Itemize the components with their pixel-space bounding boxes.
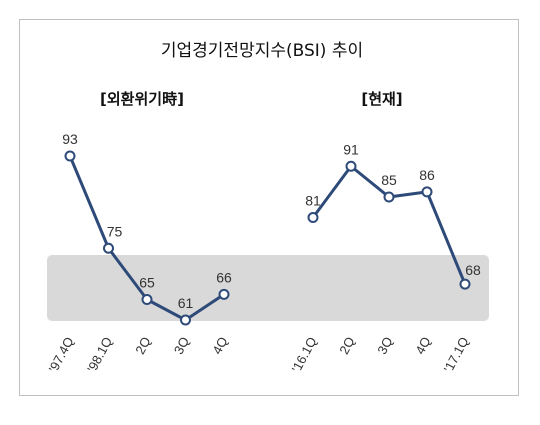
panel-2: [현재] 81 '16.1Q 91 2Q 85 3Q 86 4Q 68 '17.1Q [289, 90, 481, 375]
data-point [459, 278, 471, 290]
x-tick-label: '97.4Q [46, 334, 77, 375]
x-tick-label: '17.1Q [441, 334, 472, 375]
data-label: 65 [139, 275, 155, 291]
data-label: 75 [107, 223, 123, 239]
x-tick-label: 3Q [171, 334, 192, 356]
data-label: 66 [216, 269, 232, 285]
chart-frame [19, 19, 519, 396]
data-label: 85 [381, 172, 397, 188]
panel-label: [외환위기時] [100, 90, 184, 108]
data-point [345, 160, 357, 172]
data-label: 68 [465, 262, 481, 278]
x-tick-label: 3Q [374, 334, 395, 356]
data-point [180, 314, 191, 326]
panel-1: [외환위기時] 93 '97.4Q 75 '98.1Q 65 2Q 61 3Q 66 4Q [46, 90, 232, 375]
data-point [103, 242, 114, 254]
x-tick-label: '16.1Q [289, 334, 320, 375]
highlight-band [47, 255, 489, 321]
x-tick-label: 2Q [336, 334, 357, 356]
data-point [218, 288, 230, 300]
data-label: 86 [419, 167, 435, 183]
data-point [141, 294, 153, 305]
data-point [307, 212, 319, 223]
data-label: 81 [305, 193, 321, 209]
data-label: 61 [178, 295, 194, 311]
data-point [383, 191, 395, 203]
data-point [64, 150, 76, 162]
panel-label: [현재] [361, 90, 402, 108]
x-tick-label: 4Q [412, 334, 433, 356]
x-tick-label: '98.1Q [84, 334, 115, 375]
data-point [421, 186, 433, 198]
x-tick-label: 2Q [132, 334, 153, 356]
x-tick-label: 4Q [209, 334, 230, 356]
chart-title: 기업경기전망지수(BSI) 추이 [161, 41, 363, 61]
data-label: 91 [343, 141, 359, 157]
data-label: 93 [62, 131, 78, 147]
